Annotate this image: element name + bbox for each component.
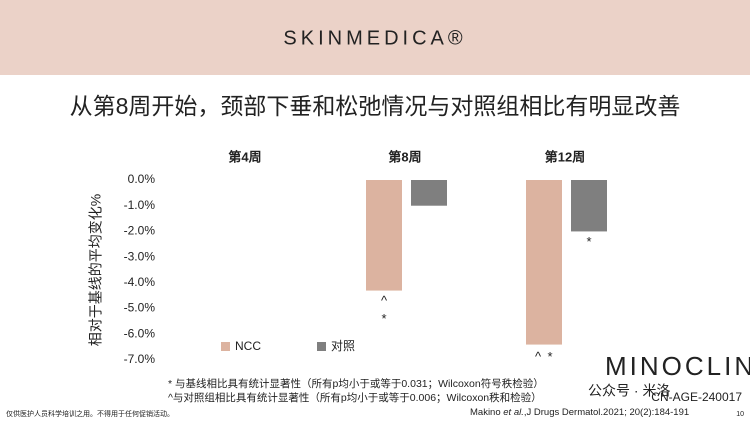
citation-part: Makino (470, 407, 503, 418)
bar (526, 180, 562, 345)
watermark: 公众号 · 米洛 (588, 383, 670, 399)
legend-swatch (317, 342, 326, 351)
y-tick-label: -3.0% (124, 249, 156, 263)
bar (411, 180, 447, 206)
brand: SKINMEDICA® (283, 27, 466, 49)
y-tick-label: 0.0% (128, 172, 156, 186)
y-tick-label: -5.0% (124, 301, 156, 315)
category-label: 第12周 (545, 149, 585, 164)
citation-part: ,J Drugs Dermatol.2021; 20(2):184-191 (524, 407, 689, 418)
significance-marker: * (381, 311, 386, 326)
page-number: 10 (736, 411, 744, 418)
legend-swatch (221, 342, 230, 351)
header-band (0, 0, 750, 75)
y-tick-label: -1.0% (124, 198, 156, 212)
document-code: CN-AGE-240017 (651, 390, 742, 404)
footnote: ^与对照组相比具有统计显著性（所有p均小于或等于0.006；Wilcoxon秩和… (168, 391, 542, 404)
significance-marker: * (547, 349, 552, 364)
bar (571, 180, 607, 232)
category-label: 第4周 (228, 149, 261, 164)
category-label: 第8周 (388, 149, 421, 164)
y-axis-label: 相对于基线的平均变化% (88, 194, 104, 346)
y-tick-label: -6.0% (124, 326, 156, 340)
bar (366, 180, 402, 291)
y-tick-label: -4.0% (124, 275, 156, 289)
legend-label: 对照 (331, 339, 355, 353)
chart-title: 从第8周开始，颈部下垂和松弛情况与对照组相比有明显改善 (70, 93, 681, 119)
legend-label: NCC (235, 339, 261, 353)
citation-part: et al. (503, 407, 524, 418)
significance-marker: ^ (535, 349, 542, 364)
disclaimer: 仅供医护人员科学培训之用。不得用于任何促销活动。 (6, 409, 174, 418)
footnote: * 与基线相比具有统计显著性（所有p均小于或等于0.031；Wilcoxon符号… (168, 377, 544, 390)
significance-marker: * (586, 234, 591, 249)
significance-marker: ^ (381, 293, 388, 308)
y-tick-label: -2.0% (124, 224, 156, 238)
y-tick-label: -7.0% (124, 352, 156, 366)
citation: Makino et al.,J Drugs Dermatol.2021; 20(… (470, 407, 689, 418)
watermark: MINOCLINIC (605, 351, 750, 381)
